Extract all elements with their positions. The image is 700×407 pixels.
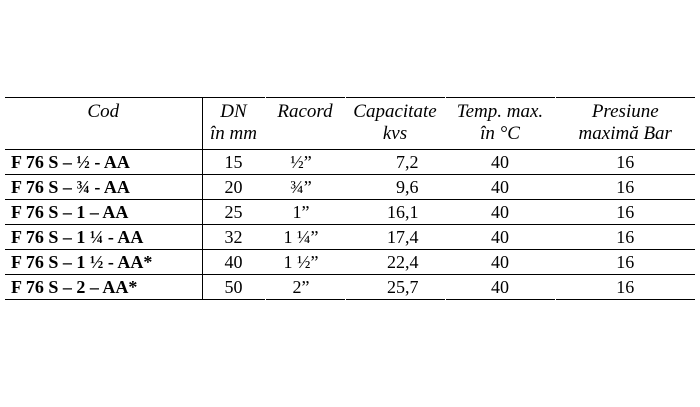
cell-capacitate: 25,7 — [387, 277, 419, 297]
cell-racord: 1 ½” — [265, 249, 345, 275]
table-header-row: Cod DN în mm Racord Capacitate kvs Temp. m… — [5, 97, 695, 150]
header-capacitate: Capacitate kvs — [345, 97, 445, 150]
table-row: F 76 S – 1 – AA 25 1” 16,1 40 16 — [5, 199, 695, 225]
table-row: F 76 S – ½ - AA 15 ½” 7,2 40 16 — [5, 149, 695, 175]
header-cod: Cod — [5, 97, 203, 150]
cell-racord: 1” — [265, 199, 345, 225]
cell-temp: 40 — [445, 149, 555, 175]
cell-presiune: 16 — [555, 224, 695, 250]
cell-cod: F 76 S – 1 ½ - AA* — [5, 249, 203, 275]
table-row: F 76 S – 1 ¼ - AA 32 1 ¼” 17,4 40 16 — [5, 224, 695, 250]
header-racord: Racord — [265, 97, 345, 150]
cell-cod: F 76 S – 2 – AA* — [5, 274, 203, 300]
cell-cod: F 76 S – 1 ¼ - AA — [5, 224, 203, 250]
cell-presiune: 16 — [555, 249, 695, 275]
cell-presiune: 16 — [616, 277, 635, 297]
cell-capacitate: 16,1 — [345, 199, 445, 225]
cell-temp: 40 — [491, 277, 509, 297]
cell-presiune: 16 — [555, 149, 695, 175]
cell-capacitate: 7,2 — [345, 149, 445, 175]
cell-capacitate: 22,4 — [345, 249, 445, 275]
cell-cod: F 76 S – ½ - AA — [5, 149, 203, 175]
product-spec-table: Cod DN în mm Racord Capacitate kvs Temp. m… — [5, 97, 695, 300]
cell-dn: 32 — [202, 224, 265, 250]
cell-cod: F 76 S – ¾ - AA — [5, 174, 203, 200]
cell-capacitate: 17,4 — [345, 224, 445, 250]
cell-dn: 40 — [202, 249, 265, 275]
cell-capacitate: 9,6 — [345, 174, 445, 200]
cell-racord: ¾” — [265, 174, 345, 200]
cell-presiune: 16 — [555, 174, 695, 200]
header-temp: Temp. max. în °C — [445, 97, 555, 150]
cell-dn: 15 — [202, 149, 265, 175]
cell-temp: 40 — [445, 224, 555, 250]
table-row: F 76 S – 1 ½ - AA* 40 1 ½” 22,4 40 16 — [5, 249, 695, 275]
cell-temp: 40 — [445, 174, 555, 200]
cell-dn: 25 — [202, 199, 265, 225]
cell-temp: 40 — [445, 249, 555, 275]
cell-dn: 20 — [202, 174, 265, 200]
table-row: F 76 S – ¾ - AA 20 ¾” 9,6 40 16 — [5, 174, 695, 200]
cell-racord: 1 ¼” — [265, 224, 345, 250]
cell-racord: 2” — [292, 277, 310, 297]
cell-temp: 40 — [445, 199, 555, 225]
table-row: F 76 S – 2 – AA* 50 2” 25,7 40 16 — [5, 274, 695, 300]
cell-dn: 50 — [224, 277, 243, 297]
header-presiune: Presiune maximă Bar — [555, 97, 695, 150]
header-dn: DN în mm — [202, 97, 265, 150]
cell-cod: F 76 S – 1 – AA — [5, 199, 203, 225]
cell-presiune: 16 — [555, 199, 695, 225]
cell-racord: ½” — [265, 149, 345, 175]
